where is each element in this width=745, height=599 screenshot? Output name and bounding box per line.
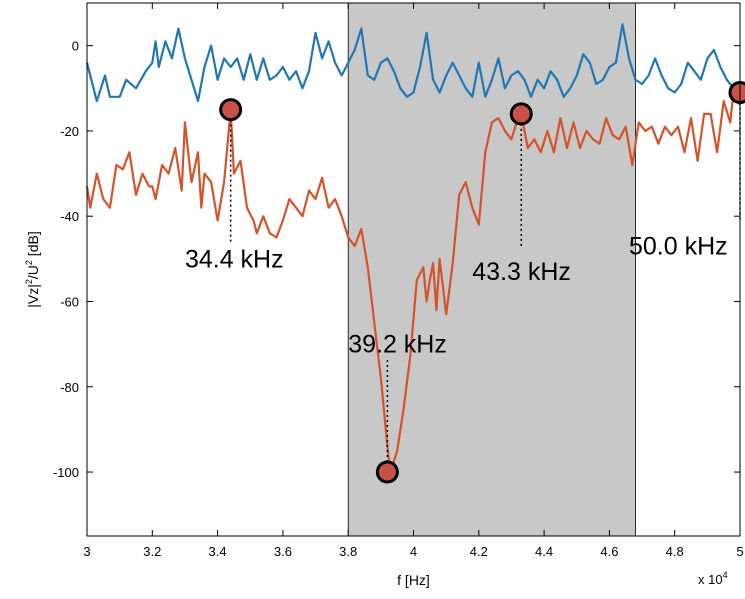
x-tick-label: 3.8 bbox=[339, 544, 357, 559]
shaded-band bbox=[348, 3, 636, 536]
x-tick-label: 4.6 bbox=[600, 544, 618, 559]
annotation-label: 50.0 kHz bbox=[629, 233, 728, 261]
y-tick-label: -40 bbox=[60, 209, 79, 224]
series-line-1 bbox=[85, 91, 741, 474]
x-tick-label: 3 bbox=[83, 544, 90, 559]
annotation-marker bbox=[728, 81, 745, 105]
annotation-marker bbox=[375, 460, 399, 484]
y-tick-label: -80 bbox=[60, 380, 79, 395]
x-tick-label: 3.4 bbox=[209, 544, 227, 559]
y-tick-label: -60 bbox=[60, 294, 79, 309]
y-tick-label: 0 bbox=[72, 39, 79, 54]
x-tick-label: 3.6 bbox=[274, 544, 292, 559]
annotation-marker bbox=[509, 102, 533, 126]
x-tick-label: 4.8 bbox=[666, 544, 684, 559]
y-tick-label: -20 bbox=[60, 124, 79, 139]
x-tick-label: 5 bbox=[736, 544, 743, 559]
x-multiplier: x 104 bbox=[698, 570, 728, 587]
annotation-label: 43.3 kHz bbox=[472, 258, 571, 286]
x-tick-label: 4.4 bbox=[535, 544, 553, 559]
series-line-0 bbox=[85, 23, 741, 103]
annotation-marker bbox=[219, 98, 243, 122]
y-tick-label: -100 bbox=[53, 465, 79, 480]
x-tick-label: 4 bbox=[410, 544, 417, 559]
annotation-label: 39.2 kHz bbox=[348, 331, 447, 359]
x-tick-label: 4.2 bbox=[470, 544, 488, 559]
x-tick-label: 3.2 bbox=[143, 544, 161, 559]
x-axis-label: f [Hz] bbox=[397, 572, 430, 588]
y-axis-label: |Vz|2/U2 [dB] bbox=[24, 231, 41, 307]
annotation-label: 34.4 kHz bbox=[185, 245, 284, 273]
